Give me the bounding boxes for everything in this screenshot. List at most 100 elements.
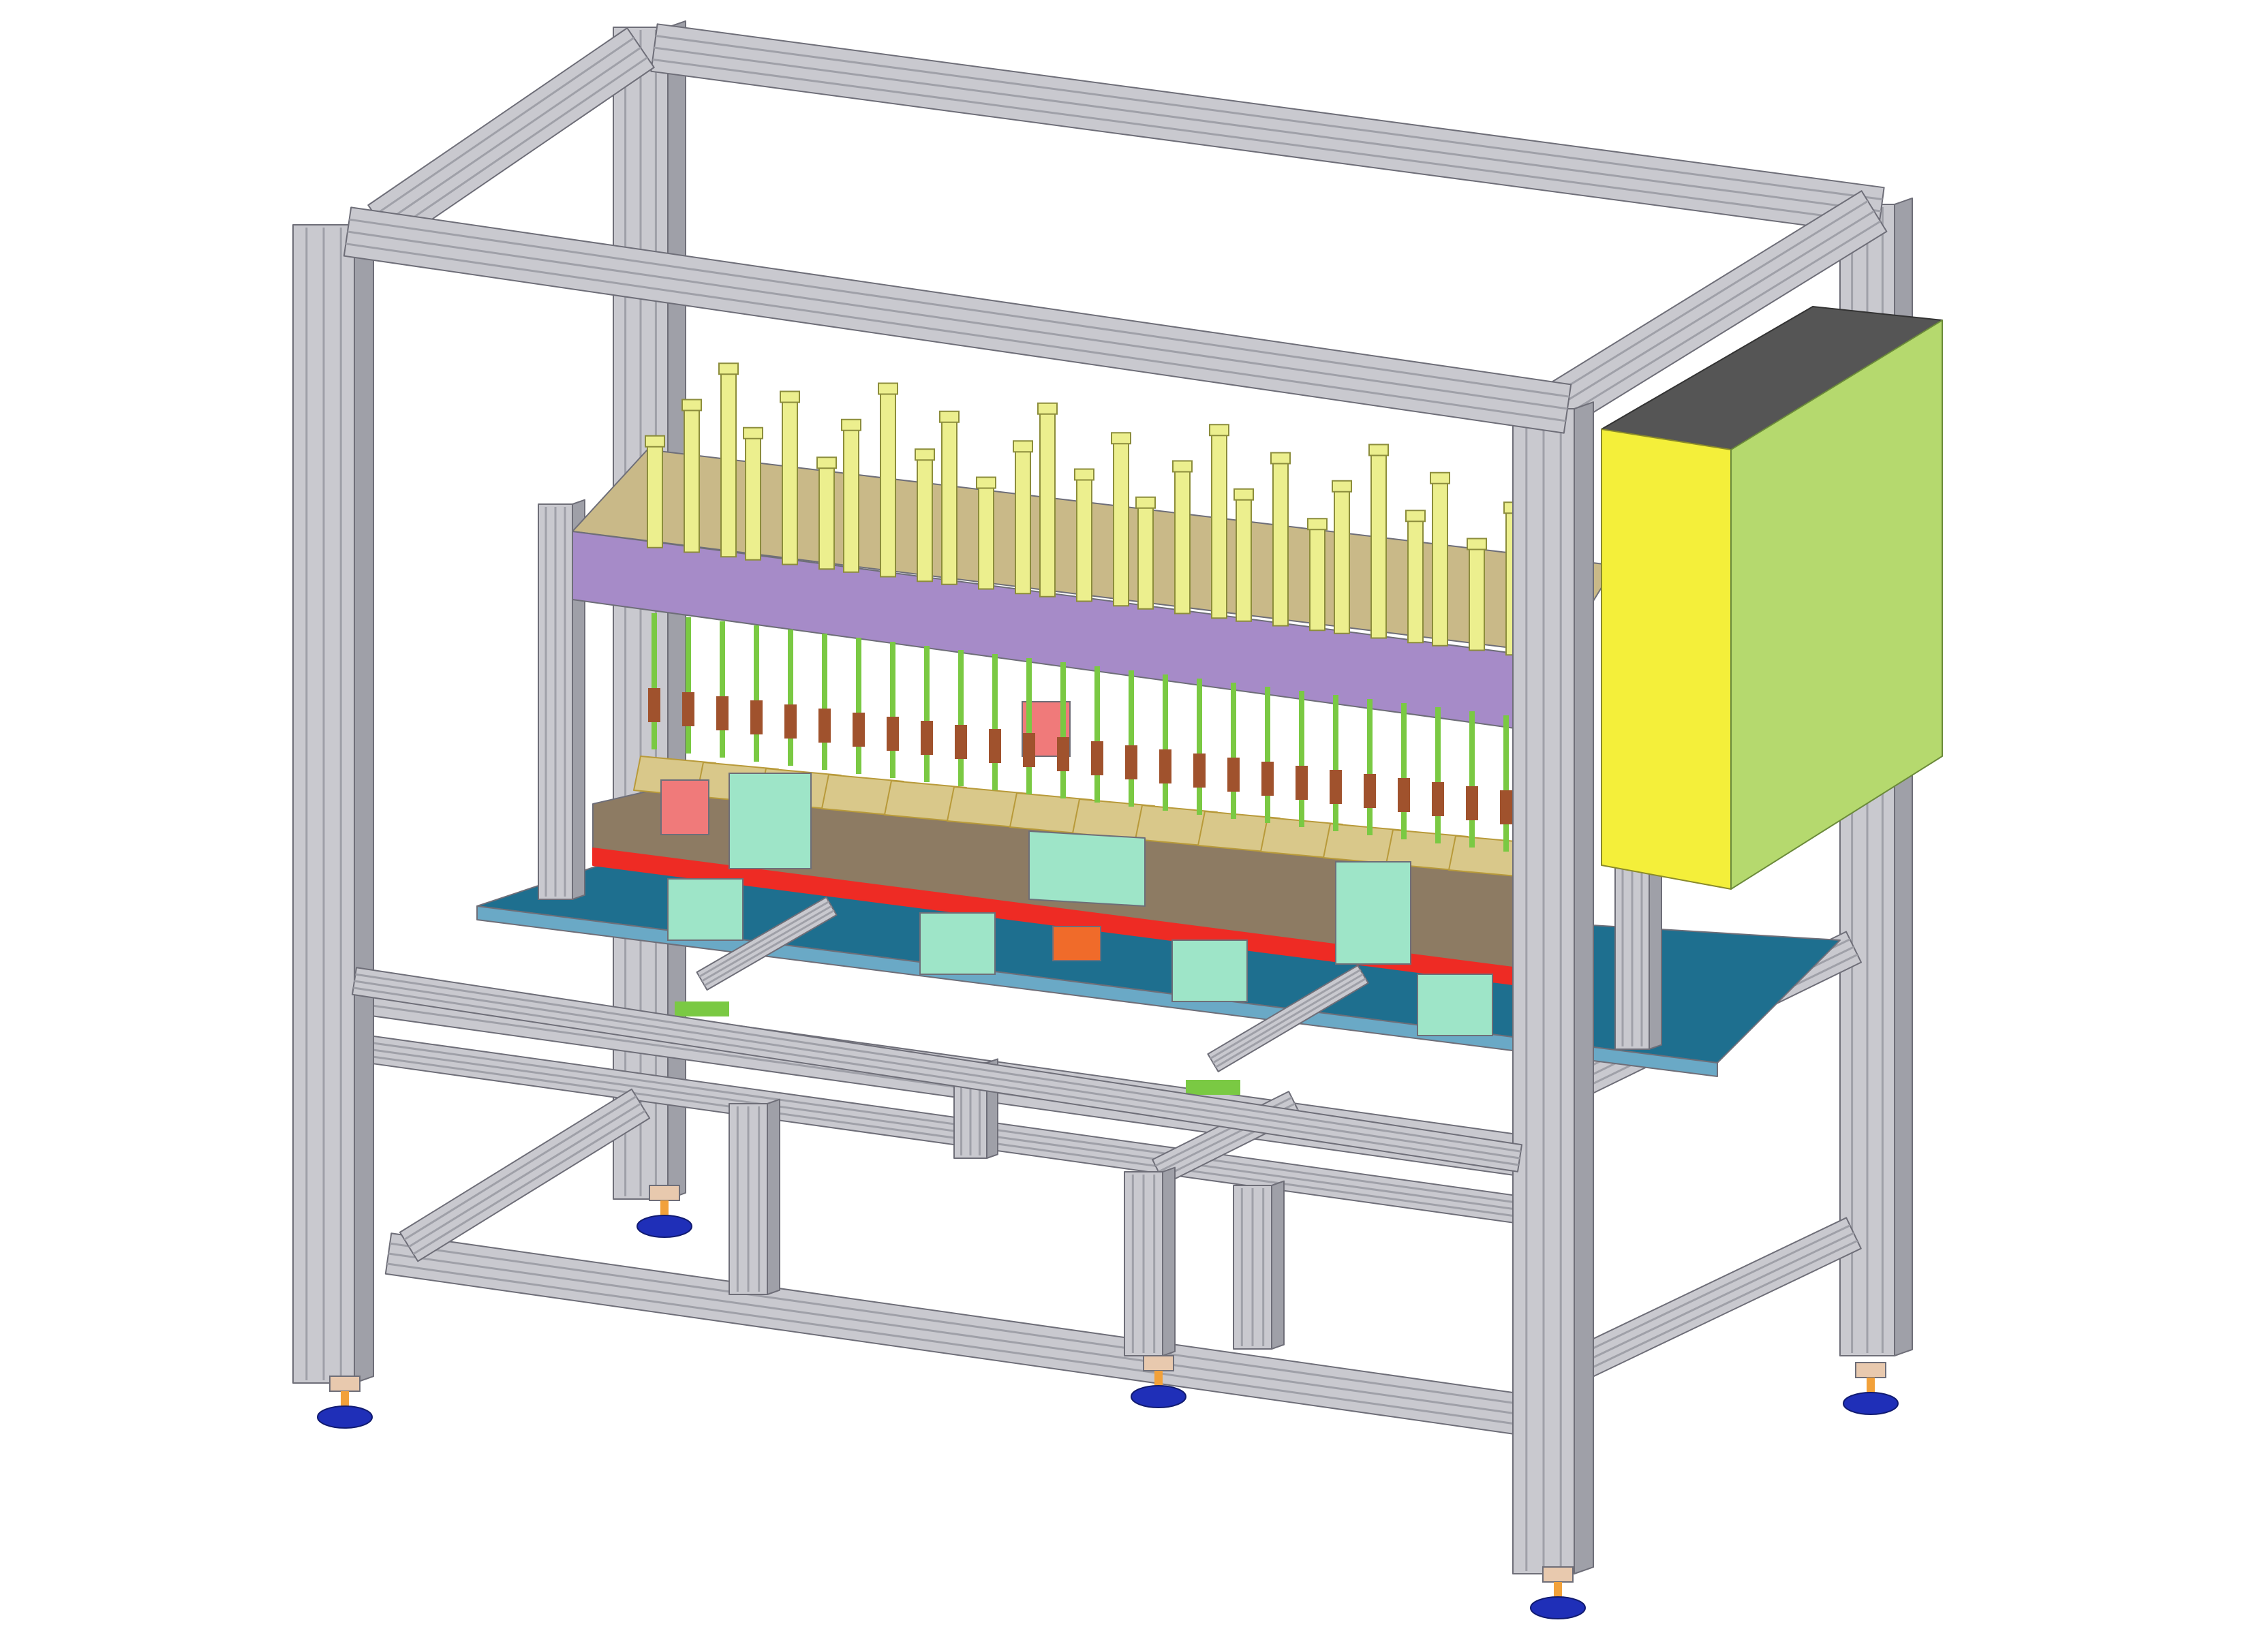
cylinder-body-10 — [978, 486, 994, 590]
rod-sleeve-5 — [818, 709, 831, 743]
cylinder-cap-20 — [1307, 518, 1328, 531]
cylinder-body-18 — [1236, 497, 1252, 622]
cylinder-9 — [939, 410, 960, 585]
rod-sleeve-8 — [921, 721, 933, 755]
cylinder-body-19 — [1272, 461, 1289, 627]
cylinder-cap-9 — [939, 410, 960, 423]
rod-sleeve-10 — [989, 729, 1001, 763]
cylinder-23 — [1405, 510, 1426, 644]
electrical-cabinet — [1601, 306, 1943, 890]
cylinder-body-15 — [1137, 506, 1154, 610]
cylinder-body-8 — [917, 458, 933, 582]
cylinder-cap-14 — [1111, 432, 1131, 445]
front-mid-beam-groove — [353, 987, 1519, 1166]
bottom-front-rail — [384, 1232, 1544, 1438]
rod-sleeve-21 — [1364, 774, 1376, 808]
foot-stem-1 — [660, 1200, 669, 1217]
mint-clamp-right — [1335, 861, 1411, 965]
rod-sleeve-12 — [1057, 737, 1069, 771]
cylinder-beam — [538, 362, 1662, 1050]
cylinder-cap-18 — [1233, 488, 1254, 501]
foot-3 — [1530, 1566, 1586, 1619]
support-block-1 — [919, 912, 996, 975]
cylinder-cap-4 — [780, 390, 800, 403]
foot-stem-4 — [1867, 1378, 1875, 1394]
rear-top-beam-groove — [654, 46, 1882, 213]
inner-post-2 — [1124, 1166, 1176, 1356]
foot-pad-3 — [1542, 1566, 1574, 1583]
cylinder-cap-0 — [645, 435, 665, 448]
mint-clamp-left — [729, 773, 812, 869]
cylinder-cap-11 — [1013, 440, 1033, 453]
front-top-beam-groove — [347, 230, 1568, 410]
foot-pad-1 — [649, 1185, 680, 1201]
cylinder-body-20 — [1309, 527, 1325, 632]
cylinder-20 — [1307, 518, 1328, 632]
front-top-beam — [343, 206, 1572, 434]
cylinder-2 — [718, 362, 739, 558]
cylinder-5 — [816, 456, 837, 570]
bottom-left-rail-groove — [408, 1102, 641, 1248]
cylinder-0 — [645, 435, 665, 548]
slide-rail-left — [696, 897, 838, 991]
cylinder-3 — [743, 426, 763, 561]
front-left-post — [292, 217, 374, 1384]
slide-rail-left-groove — [699, 901, 829, 978]
bottom-front-rail-groove — [386, 1262, 1539, 1429]
rod-sleeve-9 — [955, 725, 967, 759]
cylinder-cap-13 — [1074, 468, 1094, 481]
bottom-front-rail-groove — [389, 1242, 1542, 1408]
rod-sleeve-17 — [1227, 758, 1240, 792]
cylinder-body-2 — [720, 372, 737, 558]
front-top-beam-groove — [346, 243, 1566, 422]
support-block-3 — [1417, 974, 1493, 1036]
cylinder-cap-17 — [1209, 424, 1229, 437]
front-right-post — [1512, 401, 1594, 1574]
cylinder-body-5 — [818, 466, 835, 570]
cylinder-4 — [780, 390, 800, 565]
cylinder-cap-23 — [1405, 510, 1426, 523]
rod-sleeve-3 — [750, 700, 763, 734]
cylinder-body-14 — [1113, 441, 1129, 607]
cylinder-22 — [1368, 444, 1389, 639]
rod-sleeve-2 — [716, 696, 729, 730]
cylinder-8 — [915, 448, 935, 582]
foot-base-0 — [317, 1405, 373, 1429]
cylinder-body-1 — [684, 408, 700, 553]
bottom-left-rail-groove — [412, 1110, 646, 1255]
foot-base-3 — [1530, 1596, 1586, 1619]
rod-sleeve-1 — [682, 692, 694, 726]
center-u-clamp — [1028, 830, 1146, 907]
bottom-left-rail-groove — [403, 1096, 637, 1241]
rod-sleeve-7 — [887, 717, 899, 751]
cylinder-body-3 — [745, 436, 761, 561]
front-left-post-side — [354, 217, 374, 1384]
slide-rail-left-groove — [704, 910, 835, 987]
cylinder-body-9 — [941, 420, 957, 585]
cylinder-body-21 — [1334, 489, 1350, 634]
cylinder-cap-12 — [1037, 402, 1058, 415]
foot-stem-3 — [1554, 1582, 1562, 1598]
cylinder-body-0 — [647, 444, 663, 548]
bottom-front-rail-groove — [388, 1252, 1541, 1418]
support-block-2 — [1171, 939, 1248, 1002]
cylinder-cap-2 — [718, 362, 739, 375]
foot-4 — [1843, 1362, 1899, 1415]
cylinder-body-23 — [1407, 519, 1424, 644]
cylinder-cap-5 — [816, 456, 837, 469]
rail-stop-left — [675, 1001, 729, 1016]
inner-post-1 — [729, 1098, 780, 1295]
cylinder-cap-3 — [743, 426, 763, 439]
cylinder-body-16 — [1174, 469, 1191, 615]
rod-sleeve-23 — [1432, 782, 1444, 816]
cylinder-24 — [1430, 471, 1450, 647]
cylinder-cap-25 — [1467, 538, 1487, 550]
front-right-post-side — [1574, 401, 1594, 1574]
rear-top-beam-groove — [652, 58, 1880, 224]
cylinder-1 — [681, 399, 702, 553]
cylinder-cap-1 — [681, 399, 702, 411]
rod-sleeve-4 — [784, 704, 797, 739]
cylinder-cap-15 — [1135, 496, 1156, 509]
cylinder-body-22 — [1370, 453, 1387, 639]
